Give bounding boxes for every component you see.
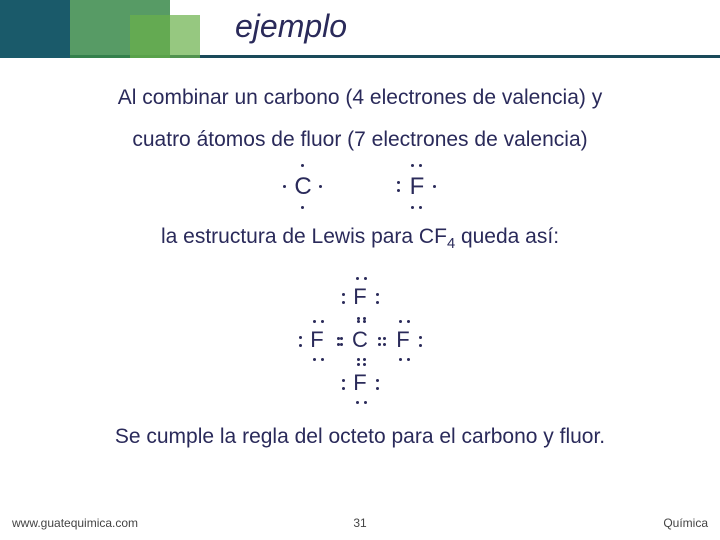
electron-dot bbox=[376, 379, 379, 382]
electron-dot bbox=[376, 293, 379, 296]
electron-dot bbox=[363, 320, 366, 323]
electron-dot bbox=[419, 344, 422, 347]
electron-dot bbox=[321, 320, 324, 323]
electron-dot bbox=[342, 301, 345, 304]
lewis-carbon: C bbox=[281, 165, 325, 209]
electron-dot bbox=[319, 185, 322, 188]
electron-dot bbox=[301, 206, 304, 209]
electron-dot bbox=[357, 320, 360, 323]
electron-dot bbox=[340, 337, 343, 340]
electron-dot bbox=[363, 363, 366, 366]
lewis-fluor: F bbox=[395, 165, 439, 209]
cf4-atom-f: F bbox=[342, 279, 378, 315]
electron-dot bbox=[313, 320, 316, 323]
intro-line-2: cuatro átomos de fluor (7 electrones de … bbox=[40, 124, 680, 156]
electron-dot bbox=[419, 206, 422, 209]
electron-dot bbox=[342, 379, 345, 382]
footer-url: www.guatequimica.com bbox=[12, 516, 138, 530]
logo-block-1 bbox=[0, 0, 70, 58]
electron-dot bbox=[383, 343, 386, 346]
electron-dot bbox=[397, 189, 400, 192]
electron-dot bbox=[342, 293, 345, 296]
electron-dot bbox=[376, 301, 379, 304]
electron-dot bbox=[356, 277, 359, 280]
slide-header: ejemplo bbox=[0, 0, 720, 58]
electron-dot bbox=[321, 358, 324, 361]
electron-dot bbox=[399, 358, 402, 361]
electron-dot bbox=[364, 401, 367, 404]
carbon-label: C bbox=[294, 173, 311, 200]
electron-dot bbox=[419, 336, 422, 339]
electron-dot bbox=[411, 164, 414, 167]
page-number: 31 bbox=[353, 516, 366, 530]
electron-dot bbox=[357, 358, 360, 361]
logo-block-3 bbox=[130, 15, 200, 58]
electron-dot bbox=[378, 343, 381, 346]
cf4-atom-c: C bbox=[342, 322, 378, 358]
electron-dot bbox=[363, 358, 366, 361]
footer-subject: Química bbox=[663, 516, 708, 530]
electron-dot bbox=[397, 181, 400, 184]
electron-dot bbox=[301, 164, 304, 167]
electron-dot bbox=[376, 387, 379, 390]
slide-title: ejemplo bbox=[235, 8, 347, 45]
cf4-atom-f: F bbox=[385, 322, 421, 358]
single-atoms-row: C F bbox=[40, 165, 680, 209]
electron-dot bbox=[433, 185, 436, 188]
electron-dot bbox=[340, 343, 343, 346]
electron-dot bbox=[419, 164, 422, 167]
logo-graphic bbox=[0, 0, 200, 58]
electron-dot bbox=[407, 320, 410, 323]
result-text: la estructura de Lewis para CF4 queda as… bbox=[40, 221, 680, 255]
cf4-atom-f: F bbox=[342, 365, 378, 401]
slide-footer: www.guatequimica.com 31 Química bbox=[0, 516, 720, 530]
electron-dot bbox=[378, 337, 381, 340]
electron-dot bbox=[337, 337, 340, 340]
electron-dot bbox=[383, 337, 386, 340]
electron-dot bbox=[299, 344, 302, 347]
electron-dot bbox=[342, 387, 345, 390]
intro-line-1: Al combinar un carbono (4 electrones de … bbox=[40, 82, 680, 114]
closing-text: Se cumple la regla del octeto para el ca… bbox=[40, 421, 680, 453]
cf4-atom-f: F bbox=[299, 322, 335, 358]
electron-dot bbox=[337, 343, 340, 346]
electron-dot bbox=[313, 358, 316, 361]
electron-dot bbox=[357, 363, 360, 366]
lewis-cf4-structure: CFFFF bbox=[285, 265, 435, 415]
electron-dot bbox=[364, 277, 367, 280]
electron-dot bbox=[411, 206, 414, 209]
electron-dot bbox=[399, 320, 402, 323]
electron-dot bbox=[283, 185, 286, 188]
fluor-label: F bbox=[410, 173, 425, 200]
electron-dot bbox=[407, 358, 410, 361]
electron-dot bbox=[299, 336, 302, 339]
electron-dot bbox=[356, 401, 359, 404]
slide-content: Al combinar un carbono (4 electrones de … bbox=[0, 58, 720, 453]
